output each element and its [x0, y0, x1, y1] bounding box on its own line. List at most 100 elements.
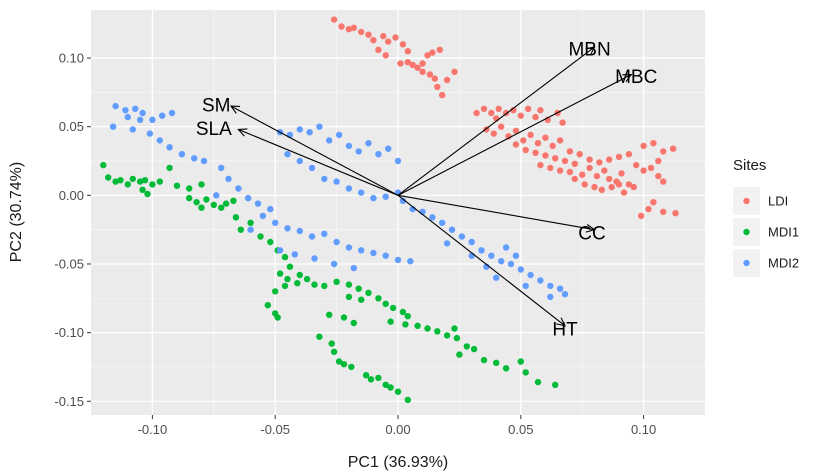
point-mdi1 — [451, 325, 458, 332]
point-ldi — [527, 131, 534, 139]
y-axis-title: PC2 (30.74%) — [8, 162, 25, 263]
point-ldi — [399, 41, 407, 48]
point-mdi1 — [350, 319, 357, 327]
point-mdi1 — [222, 200, 230, 207]
point-mdi2 — [333, 178, 340, 185]
vector-cc — [397, 194, 595, 231]
point-mdi2 — [284, 225, 291, 232]
point-mdi2 — [247, 226, 254, 233]
point-ldi — [510, 107, 517, 114]
y-tick-label: 0.05 — [59, 119, 84, 134]
point-mdi1 — [345, 281, 353, 288]
point-ldi — [409, 61, 416, 69]
point-ldi — [650, 199, 657, 206]
point-ldi — [660, 178, 667, 185]
point-mdi2 — [394, 157, 402, 165]
point-ldi — [556, 137, 564, 144]
point-ldi — [525, 105, 532, 113]
point-mdi1 — [272, 288, 279, 295]
point-mdi2 — [382, 193, 389, 200]
point-mdi1 — [340, 314, 348, 321]
point-mdi2 — [468, 238, 475, 246]
point-mdi2 — [547, 282, 554, 290]
point-ldi — [586, 156, 593, 163]
legend: Sites LDI MDI1 MDI2 — [733, 157, 799, 277]
vector-label-ht: HT — [552, 320, 578, 341]
vector-mbn — [397, 46, 595, 196]
point-mdi2 — [399, 197, 407, 204]
point-mdi2 — [345, 244, 353, 251]
point-mdi2 — [493, 274, 500, 281]
vector-sla-arrowhead — [237, 128, 248, 137]
point-ldi — [537, 107, 544, 114]
y-tick-label: 0.00 — [59, 188, 84, 203]
point-mdi2 — [168, 109, 176, 117]
point-mdi1 — [387, 384, 394, 391]
point-mdi1 — [230, 197, 237, 204]
point-ldi — [537, 161, 544, 169]
point-mdi2 — [316, 123, 323, 130]
vector-label-sla: SLA — [196, 119, 232, 140]
point-mdi2 — [149, 116, 156, 124]
point-mdi2 — [448, 226, 456, 233]
point-ldi — [385, 38, 392, 45]
point-mdi2 — [235, 185, 242, 192]
point-mdi1 — [399, 308, 407, 316]
point-mdi1 — [502, 365, 510, 372]
point-mdi1 — [247, 219, 254, 226]
point-ldi — [532, 149, 539, 156]
point-ldi — [615, 153, 623, 161]
x-axis-ticks: -0.10 -0.05 0.00 0.05 0.10 — [138, 415, 656, 437]
point-mdi1 — [365, 289, 372, 296]
point-mdi1 — [129, 175, 136, 183]
point-ldi — [660, 148, 667, 155]
point-mdi1 — [328, 340, 335, 347]
point-mdi2 — [225, 175, 232, 183]
point-ldi — [419, 60, 426, 67]
point-mdi2 — [439, 219, 446, 226]
point-ldi — [439, 91, 446, 99]
x-tick-label: -0.10 — [138, 422, 168, 437]
x-tick-label: 0.10 — [631, 422, 656, 437]
point-mdi1 — [480, 356, 488, 364]
point-mdi1 — [443, 332, 451, 339]
point-mdi2 — [146, 130, 154, 137]
point-mdi2 — [394, 256, 402, 264]
point-mdi1 — [375, 374, 382, 382]
point-ldi — [593, 172, 601, 180]
point-ldi — [473, 109, 480, 117]
point-mdi2 — [129, 126, 136, 133]
point-mdi1 — [186, 194, 193, 202]
vector-mbc — [397, 74, 632, 196]
point-ldi — [606, 175, 613, 183]
point-mdi1 — [534, 378, 542, 386]
point-mdi2 — [254, 200, 262, 207]
point-mdi1 — [387, 318, 394, 325]
point-mdi2 — [382, 252, 389, 259]
point-mdi2 — [498, 258, 505, 265]
point-mdi2 — [517, 266, 524, 273]
legend-key-ldi — [743, 197, 750, 205]
point-ldi — [370, 37, 377, 44]
vector-label-cc: CC — [578, 223, 605, 244]
point-mdi2 — [527, 271, 534, 279]
point-ldi — [426, 71, 434, 78]
point-ldi — [579, 171, 586, 178]
point-ldi — [566, 168, 574, 176]
point-mdi2 — [136, 116, 144, 124]
point-ldi — [630, 183, 637, 191]
vector-sla — [238, 128, 399, 196]
point-mdi1 — [493, 359, 500, 366]
point-mdi1 — [470, 345, 478, 353]
point-mdi1 — [367, 376, 375, 383]
point-mdi2 — [375, 151, 382, 158]
point-mdi1 — [404, 313, 411, 320]
point-mdi1 — [382, 381, 389, 388]
point-mdi2 — [326, 137, 333, 144]
point-ldi — [625, 181, 633, 188]
point-ldi — [498, 123, 505, 130]
vector-mbn-arrowhead — [585, 46, 596, 56]
point-mdi2 — [443, 240, 451, 247]
point-mdi2 — [218, 164, 225, 172]
